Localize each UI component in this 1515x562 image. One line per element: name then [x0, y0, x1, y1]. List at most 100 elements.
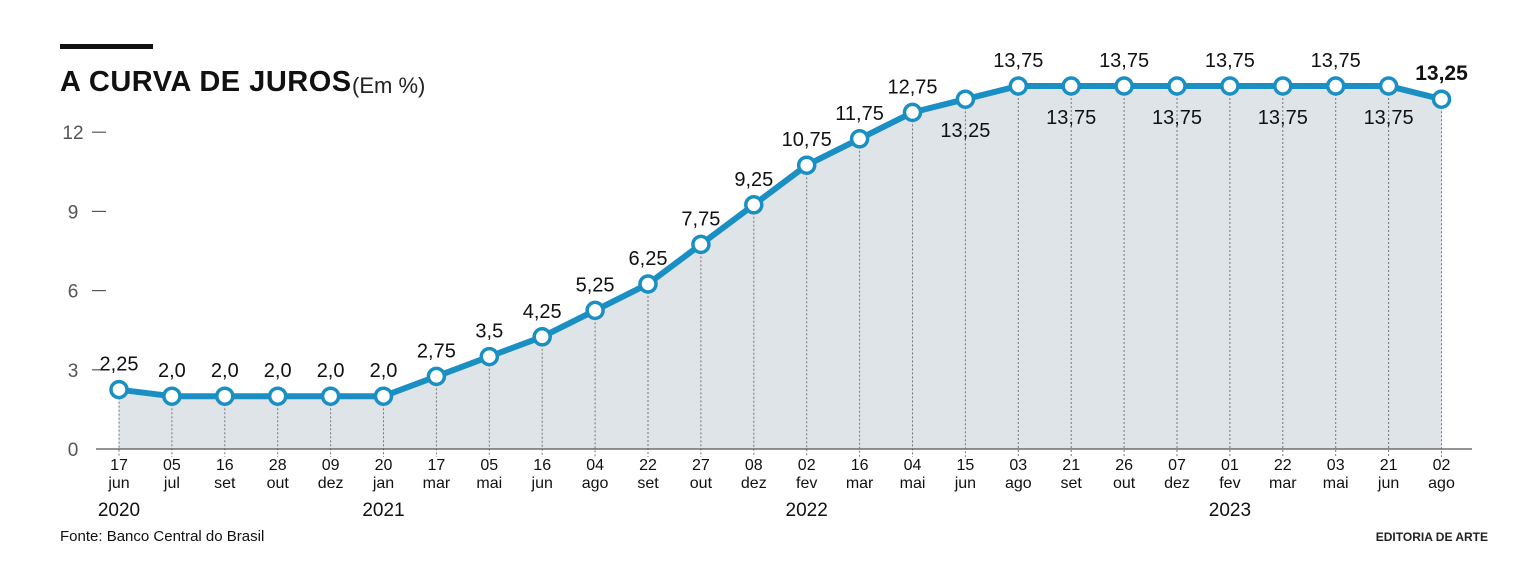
data-label: 13,75 [1311, 50, 1361, 72]
x-tick-month: jun [954, 475, 976, 492]
x-tick-day: 01 [1221, 457, 1239, 474]
x-tick-day: 16 [533, 457, 551, 474]
x-tick-day: 08 [745, 457, 763, 474]
x-tick-month: mai [900, 475, 926, 492]
data-point [1431, 89, 1452, 109]
chart-title: A CURVA DE JUROS [60, 66, 352, 98]
data-label: 6,25 [629, 248, 668, 270]
x-tick-month: mai [1323, 475, 1349, 492]
data-point [267, 386, 288, 406]
x-tick-month: ago [1428, 475, 1455, 492]
x-tick-month: mai [476, 475, 502, 492]
x-tick-day: 02 [1433, 457, 1451, 474]
y-tick-label: 9 [68, 202, 79, 223]
data-point [849, 129, 870, 149]
x-tick-month: dez [318, 475, 344, 492]
data-label: 2,0 [264, 360, 292, 382]
x-tick-labels-group: 17jun05jul16set28out09dez20jan17mar05mai… [98, 457, 1455, 521]
y-tick-label: 3 [68, 361, 79, 382]
data-point [691, 234, 711, 255]
x-tick-month: ago [582, 475, 609, 492]
x-tick-day: 27 [692, 457, 710, 474]
x-tick-day: 16 [216, 457, 234, 474]
drop-lines-group [118, 86, 1442, 457]
data-label: 13,75 [1046, 107, 1096, 129]
x-tick-month: jun [107, 475, 129, 492]
data-points-group [109, 76, 1452, 406]
data-point [215, 386, 235, 406]
x-tick-day: 21 [1380, 457, 1398, 474]
x-tick-month: mar [846, 475, 874, 492]
x-tick-month: jun [1377, 475, 1399, 492]
x-tick-day: 04 [586, 457, 604, 474]
x-tick-day: 22 [639, 457, 657, 474]
x-tick-day: 16 [851, 457, 869, 474]
x-tick-day: 17 [428, 457, 446, 474]
x-tick-day: 04 [904, 457, 922, 474]
data-point [585, 300, 605, 321]
data-label: 13,25 [940, 120, 990, 142]
area-fill [119, 86, 1442, 449]
data-point [532, 327, 552, 347]
data-point [638, 274, 658, 294]
data-label: 13,25 [1415, 62, 1468, 85]
data-label: 2,0 [317, 360, 345, 382]
x-tick-month: mar [1269, 475, 1297, 492]
y-tick-label: 0 [68, 440, 79, 461]
y-tick-label: 12 [62, 123, 83, 144]
data-label: 3,5 [475, 321, 503, 343]
x-tick-month: jun [531, 475, 553, 492]
data-label: 10,75 [782, 129, 832, 151]
x-tick-month: set [637, 475, 659, 492]
year-label: 2023 [1209, 500, 1251, 521]
data-label: 4,25 [523, 301, 562, 323]
x-tick-month: jul [163, 475, 180, 492]
data-point [373, 386, 394, 406]
title-accent-bar [60, 44, 153, 49]
data-point [1378, 76, 1399, 96]
data-label: 2,25 [100, 354, 139, 376]
data-point [1325, 76, 1346, 96]
data-label: 11,75 [835, 103, 884, 125]
data-point [1220, 76, 1240, 96]
data-label: 2,0 [211, 360, 239, 382]
data-label: 7,75 [681, 208, 720, 230]
x-tick-month: out [267, 475, 290, 492]
x-tick-month: fev [1219, 475, 1240, 492]
data-point [1273, 76, 1293, 96]
data-label: 5,25 [576, 274, 615, 296]
data-label: 2,75 [417, 340, 456, 362]
area-fill-group [119, 86, 1442, 449]
data-point [320, 386, 341, 406]
x-tick-month: set [214, 475, 236, 492]
data-point [796, 155, 817, 175]
x-tick-day: 26 [1115, 457, 1133, 474]
data-label: 13,75 [1099, 50, 1149, 72]
y-tick-label: 6 [68, 282, 79, 303]
data-point [479, 346, 500, 367]
x-tick-day: 22 [1274, 457, 1292, 474]
data-point [902, 102, 923, 123]
data-label: 13,75 [1364, 107, 1414, 129]
x-tick-day: 28 [269, 457, 287, 474]
year-label: 2020 [98, 500, 140, 521]
x-tick-day: 21 [1062, 457, 1080, 474]
data-label: 2,0 [370, 360, 398, 382]
x-tick-day: 15 [957, 457, 975, 474]
data-label: 13,75 [1205, 50, 1255, 72]
x-tick-month: dez [1164, 475, 1190, 492]
data-label: 9,25 [734, 169, 773, 191]
data-point [744, 195, 764, 215]
data-label: 12,75 [887, 76, 937, 98]
data-labels-group: 2,25 2,0 2,0 2,0 2,0 2,0 2,75 3,5 4,25 5,25 6,25 7,… [100, 50, 1469, 382]
x-tick-day: 03 [1009, 457, 1027, 474]
data-point [162, 386, 182, 406]
x-tick-day: 09 [322, 457, 340, 474]
data-label: 2,0 [158, 360, 186, 382]
x-tick-day: 17 [110, 457, 128, 474]
credit-note: EDITORIA DE ARTE [1375, 530, 1488, 544]
source-note: Fonte: Banco Central do Brasil [60, 528, 265, 545]
data-point [955, 89, 976, 109]
data-point [109, 379, 129, 400]
